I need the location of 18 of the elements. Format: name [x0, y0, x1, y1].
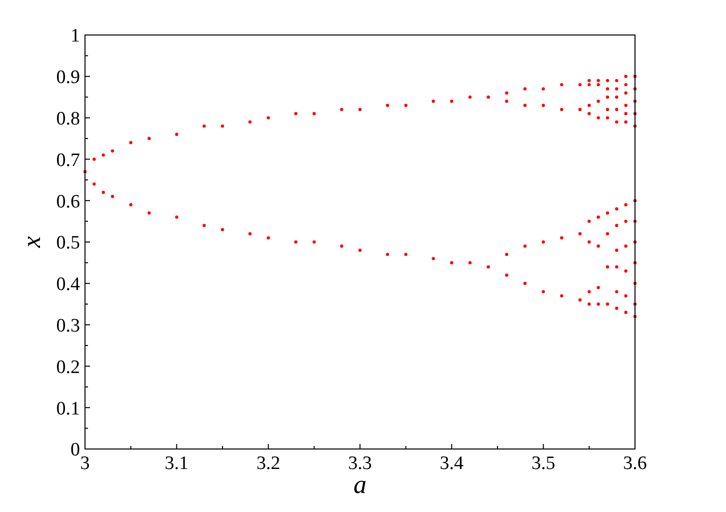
x-tick-label: 3.1 — [164, 453, 189, 474]
y-tick-label: 0.3 — [56, 315, 80, 336]
y-tick-label: 0.6 — [56, 191, 80, 212]
y-tick-label: 0.7 — [56, 150, 80, 171]
y-tick-label: 0.2 — [56, 356, 80, 378]
y-axis-title: x — [17, 236, 46, 249]
y-tick-label: 0.4 — [56, 274, 80, 296]
y-tick-label: 0.8 — [56, 108, 80, 130]
y-tick-label: 0.5 — [56, 232, 80, 254]
y-tick-label: 1 — [70, 26, 80, 47]
x-tick-label: 3 — [80, 453, 90, 474]
y-tick-label: 0.9 — [56, 67, 80, 88]
y-tick-label: 0.1 — [56, 398, 80, 420]
x-tick-label: 3.4 — [440, 453, 464, 474]
y-tick-label: 0 — [70, 440, 80, 461]
x-tick-label: 3.2 — [256, 453, 280, 474]
x-tick-label: 3.5 — [531, 453, 556, 474]
x-tick-label: 3.6 — [623, 453, 647, 474]
